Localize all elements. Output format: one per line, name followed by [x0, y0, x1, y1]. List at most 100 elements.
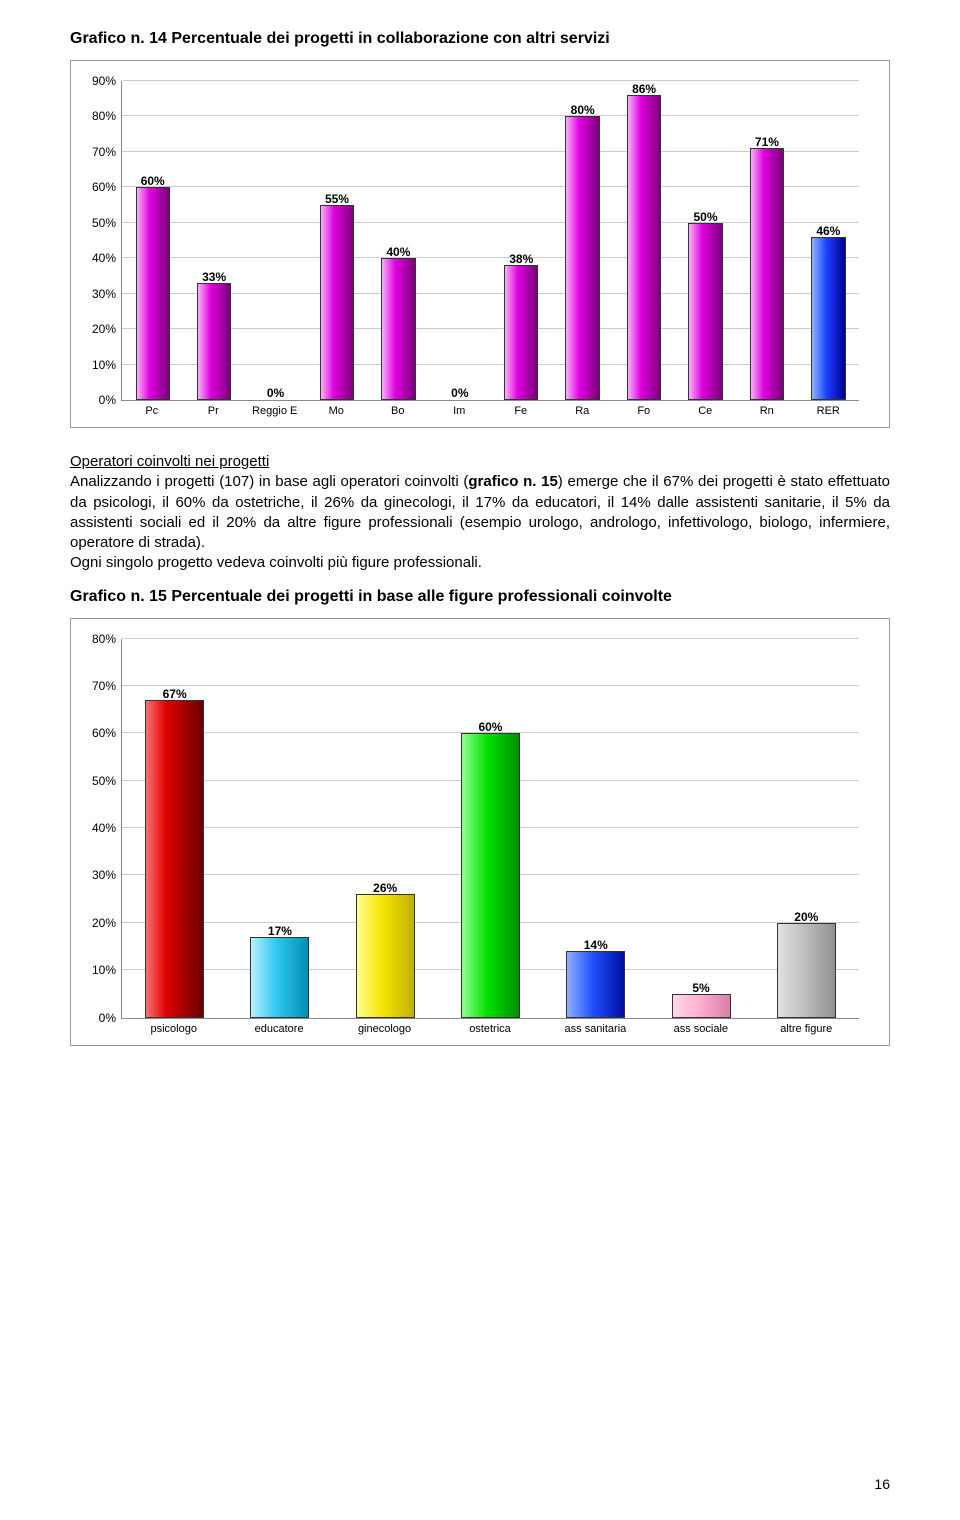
bar-value-label: 80%: [571, 103, 595, 117]
chart-bar: 5%: [672, 994, 731, 1018]
chart-bar: 67%: [145, 700, 204, 1017]
x-tick-label: Rn: [736, 405, 798, 417]
bar-value-label: 40%: [386, 245, 410, 259]
chart-bar: 26%: [356, 894, 415, 1017]
bar-slot: 50%: [675, 81, 736, 400]
bar-slot: 67%: [122, 639, 227, 1018]
paragraph-heading: Operatori coinvolti nei progetti: [70, 453, 269, 470]
bar-slot: 17%: [227, 639, 332, 1018]
bar-value-label: 55%: [325, 192, 349, 206]
y-tick-label: 70%: [92, 679, 122, 693]
bar-value-label: 38%: [509, 252, 533, 266]
bar-value-label: 50%: [693, 210, 717, 224]
bar-value-label: 5%: [692, 981, 709, 995]
bar-value-label: 86%: [632, 82, 656, 96]
y-tick-label: 60%: [92, 180, 122, 194]
bar-value-label: 60%: [478, 720, 502, 734]
chart-bar: 86%: [627, 95, 661, 400]
y-tick-label: 50%: [92, 774, 122, 788]
bars-row: 67% 17% 26% 60% 14% 5% 20%: [122, 639, 859, 1018]
chart-bar: 60%: [461, 733, 520, 1017]
x-tick-label: Bo: [367, 405, 429, 417]
y-tick-label: 30%: [92, 287, 122, 301]
x-tick-label: Mo: [306, 405, 368, 417]
x-tick-label: Fo: [613, 405, 675, 417]
bar-slot: 14%: [543, 639, 648, 1018]
bar-slot: 20%: [754, 639, 859, 1018]
y-tick-label: 40%: [92, 251, 122, 265]
body-paragraph: Operatori coinvolti nei progetti Analizz…: [70, 452, 890, 574]
bar-slot: 80%: [552, 81, 613, 400]
chart1-title: Grafico n. 14 Percentuale dei progetti i…: [70, 30, 890, 48]
bar-value-label: 71%: [755, 135, 779, 149]
chart2: 0%10%20%30%40%50%60%70%80%67%17%26%60%14…: [81, 639, 859, 1035]
bar-value-label: 67%: [163, 687, 187, 701]
chart-bar: 46%: [811, 237, 845, 400]
paragraph-bold: grafico n. 15: [468, 473, 557, 490]
chart-bar: 50%: [688, 223, 722, 400]
chart1-x-labels: PcPrReggio EMoBoImFeRaFoCeRnRER: [121, 405, 859, 417]
chart1-plot-area: 0%10%20%30%40%50%60%70%80%90%60%33%0%55%…: [121, 81, 859, 401]
bar-value-label: 17%: [268, 924, 292, 938]
x-tick-label: Pc: [121, 405, 183, 417]
bar-slot: 0%: [429, 81, 490, 400]
x-tick-label: Reggio E: [244, 405, 306, 417]
chart1-container: 0% 10% 20% 30% 40% 50% 60% 70% 80% 90% 60% 33% 0% 55%…: [70, 60, 890, 428]
bars-row: 60% 33% 0% 55% 40% 0% 38% 80% 86% 50% 71% 46%: [122, 81, 859, 400]
bar-value-label: 14%: [584, 938, 608, 952]
y-tick-label: 40%: [92, 821, 122, 835]
page-number: 16: [874, 1476, 890, 1492]
chart-bar: 60%: [136, 187, 170, 400]
bar-value-label: 60%: [141, 174, 165, 188]
x-tick-label: ostetrica: [437, 1023, 542, 1035]
bar-value-label: 33%: [202, 270, 226, 284]
x-tick-label: ginecologo: [332, 1023, 437, 1035]
x-tick-label: Im: [429, 405, 491, 417]
chart-bar: 14%: [566, 951, 625, 1017]
x-tick-label: ass sociale: [648, 1023, 753, 1035]
y-tick-label: 10%: [92, 963, 122, 977]
bar-slot: 71%: [736, 81, 797, 400]
chart-bar: 71%: [750, 148, 784, 400]
chart-bar: 55%: [320, 205, 354, 400]
x-tick-label: psicologo: [121, 1023, 226, 1035]
chart-bar: 40%: [381, 258, 415, 400]
y-tick-label: 10%: [92, 358, 122, 372]
bar-value-label: 0%: [267, 386, 284, 400]
x-tick-label: Ce: [675, 405, 737, 417]
y-tick-label: 80%: [92, 632, 122, 646]
x-tick-label: Pr: [183, 405, 245, 417]
bar-slot: 0%: [245, 81, 306, 400]
chart-bar: 80%: [565, 116, 599, 400]
x-tick-label: Ra: [552, 405, 614, 417]
y-tick-label: 30%: [92, 868, 122, 882]
bar-slot: 40%: [368, 81, 429, 400]
bar-slot: 86%: [613, 81, 674, 400]
y-tick-label: 20%: [92, 916, 122, 930]
y-tick-label: 0%: [99, 1011, 122, 1025]
bar-value-label: 0%: [451, 386, 468, 400]
bar-value-label: 46%: [816, 224, 840, 238]
x-tick-label: ass sanitaria: [543, 1023, 648, 1035]
y-tick-label: 50%: [92, 216, 122, 230]
y-tick-label: 90%: [92, 74, 122, 88]
bar-slot: 38%: [491, 81, 552, 400]
bar-value-label: 26%: [373, 881, 397, 895]
bar-slot: 55%: [306, 81, 367, 400]
chart2-title: Grafico n. 15 Percentuale dei progetti i…: [70, 588, 890, 606]
bar-slot: 26%: [333, 639, 438, 1018]
chart2-container: 0% 10% 20% 30% 40% 50% 60% 70% 80% 67% 17% 26% 60% 14…: [70, 618, 890, 1046]
x-tick-label: Fe: [490, 405, 552, 417]
x-tick-label: RER: [798, 405, 860, 417]
y-tick-label: 80%: [92, 109, 122, 123]
chart2-x-labels: psicologoeducatoreginecologoostetricaass…: [121, 1023, 859, 1035]
paragraph-text-1: Analizzando i progetti (107) in base agl…: [70, 473, 468, 490]
bar-slot: 33%: [183, 81, 244, 400]
chart2-plot-area: 0%10%20%30%40%50%60%70%80%67%17%26%60%14…: [121, 639, 859, 1019]
bar-slot: 60%: [438, 639, 543, 1018]
chart-bar: 20%: [777, 923, 836, 1018]
y-tick-label: 20%: [92, 322, 122, 336]
y-tick-label: 70%: [92, 145, 122, 159]
bar-slot: 5%: [648, 639, 753, 1018]
y-tick-label: 0%: [99, 393, 122, 407]
